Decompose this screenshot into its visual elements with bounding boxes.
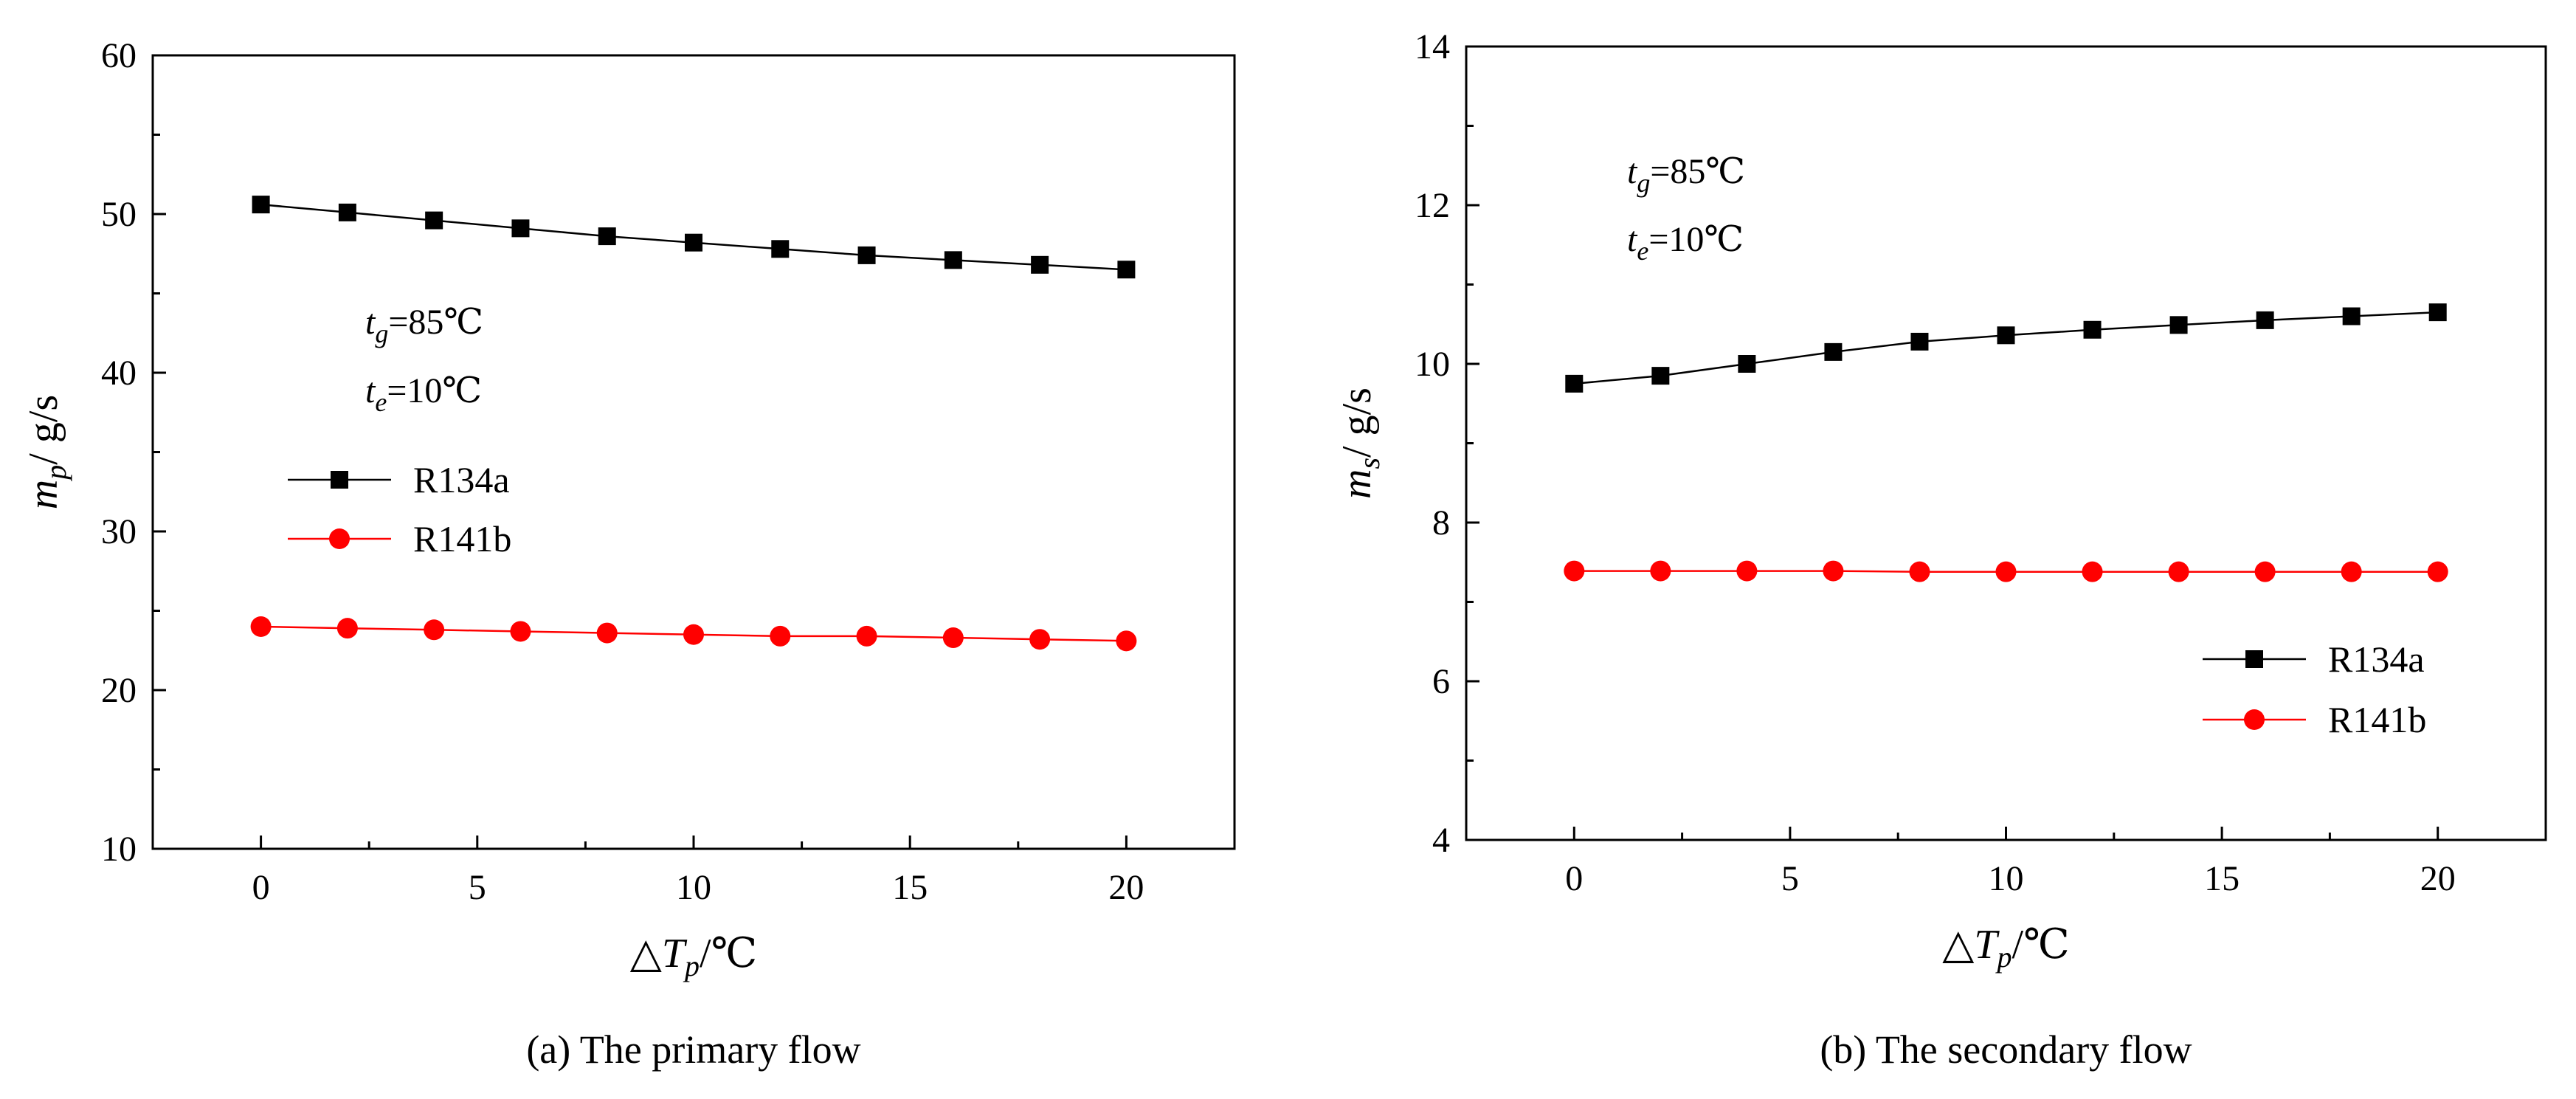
data-point-r141b — [770, 625, 791, 647]
data-point-r141b — [510, 621, 531, 642]
y-axis-title: mp/ g/s — [21, 395, 72, 509]
data-point-r134a — [1117, 261, 1136, 279]
series-line-r134a — [1574, 311, 2438, 385]
annotation-text: te=10℃ — [365, 371, 482, 417]
data-point-r134a — [1651, 367, 1670, 385]
legend-label: R134a — [2328, 638, 2425, 680]
y-tick-label: 10 — [101, 830, 137, 869]
x-tick-label: 20 — [1108, 868, 1144, 907]
data-point-r141b — [1736, 560, 1758, 582]
y-tick-label: 4 — [1432, 821, 1450, 860]
data-point-r141b — [250, 616, 272, 637]
x-tick-label: 5 — [1781, 859, 1799, 898]
data-point-r141b — [596, 622, 618, 644]
figure-caption: (a) The primary flow — [526, 1027, 860, 1072]
data-point-r141b — [683, 624, 704, 645]
data-point-r141b — [2341, 561, 2362, 582]
data-point-r141b — [1029, 629, 1051, 650]
data-point-r134a — [252, 196, 270, 214]
x-axis-title: △Tp/℃ — [1942, 922, 2069, 974]
y-tick-label: 60 — [101, 36, 137, 75]
data-point-r134a — [598, 227, 616, 246]
data-point-r134a — [1031, 255, 1049, 274]
annotation-text: tg=85℃ — [365, 303, 483, 348]
data-point-r134a — [685, 233, 702, 252]
x-tick-label: 10 — [676, 868, 711, 907]
y-tick-label: 6 — [1432, 662, 1450, 701]
y-tick-label: 20 — [101, 671, 137, 710]
y-axis-title: ms/ g/s — [1334, 387, 1386, 499]
data-point-r134a — [2428, 303, 2447, 322]
data-point-r134a — [2342, 307, 2361, 325]
data-point-r134a — [1565, 374, 1584, 393]
x-tick-label: 0 — [1565, 859, 1583, 898]
data-point-r141b — [2254, 561, 2276, 582]
data-point-r141b — [942, 627, 964, 649]
y-tick-label: 40 — [101, 354, 137, 393]
x-tick-label: 15 — [892, 868, 928, 907]
data-point-r134a — [2256, 311, 2274, 329]
legend-label: R134a — [413, 459, 510, 500]
y-tick-label: 10 — [1415, 345, 1450, 384]
y-tick-label: 8 — [1432, 503, 1450, 542]
data-point-r141b — [2168, 561, 2189, 582]
chart-panel-primary-flow: 0 5 10 15 20 10 20 30 40 50 60 R134a R141b tg=85℃ te=1… — [21, 36, 1236, 1072]
legend-marker — [2244, 709, 2265, 730]
data-point-r141b — [1823, 560, 1844, 582]
data-point-r134a — [1910, 332, 1929, 351]
data-point-r141b — [1995, 561, 2017, 582]
y-tick-label: 30 — [101, 512, 137, 551]
x-tick-label: 10 — [1989, 859, 2024, 898]
annotation-text: te=10℃ — [1627, 220, 1744, 266]
data-point-r134a — [944, 251, 962, 269]
data-point-r134a — [771, 240, 790, 258]
y-tick-label: 14 — [1415, 27, 1450, 66]
annotation-text: tg=85℃ — [1627, 152, 1745, 198]
data-point-r134a — [338, 203, 356, 221]
data-point-r141b — [1116, 630, 1137, 652]
data-point-r134a — [857, 246, 876, 264]
legend-label: R141b — [413, 518, 511, 559]
x-tick-label: 20 — [2420, 859, 2456, 898]
data-point-r141b — [1650, 560, 1671, 582]
plot-frame — [151, 54, 1236, 850]
chart-panel-secondary-flow: 0 5 10 15 20 4 6 8 10 12 14 R134a R141b tg=85℃ te=10℃ △… — [1334, 27, 2547, 1072]
data-point-r141b — [1909, 561, 1930, 582]
figure-caption: (b) The secondary flow — [1820, 1027, 2192, 1072]
x-tick-label: 0 — [252, 868, 270, 907]
data-point-r134a — [511, 219, 530, 238]
data-point-r134a — [2169, 316, 2188, 334]
data-point-r141b — [336, 618, 358, 639]
y-tick-label: 12 — [1415, 186, 1450, 225]
legend-label: R141b — [2328, 699, 2426, 740]
legend-marker — [331, 471, 348, 489]
legend-marker — [2245, 650, 2263, 668]
data-point-r134a — [1997, 326, 2015, 345]
legend-marker — [329, 528, 350, 549]
x-tick-label: 15 — [2204, 859, 2240, 898]
data-point-r141b — [2082, 561, 2103, 582]
x-axis-title: △Tp/℃ — [630, 931, 757, 982]
data-point-r134a — [2083, 320, 2102, 339]
data-point-r134a — [425, 211, 443, 230]
data-point-r134a — [1824, 342, 1843, 361]
y-tick-label: 50 — [101, 195, 137, 234]
data-point-r134a — [1738, 355, 1756, 373]
data-point-r141b — [1564, 560, 1585, 582]
data-point-r141b — [424, 619, 445, 641]
x-tick-label: 5 — [469, 868, 486, 907]
data-point-r141b — [2427, 561, 2448, 582]
data-point-r141b — [856, 625, 877, 647]
